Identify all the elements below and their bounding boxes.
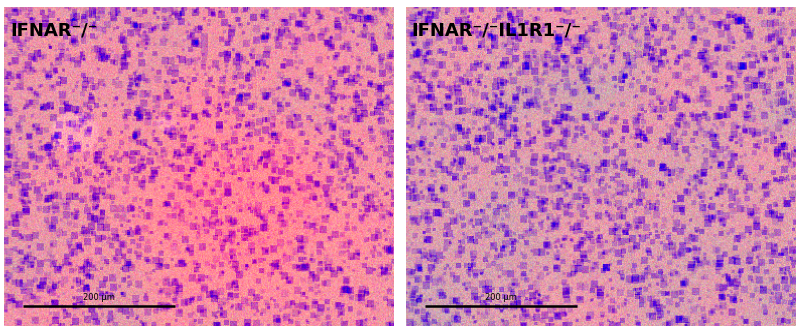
Text: 200 µm: 200 µm xyxy=(485,293,517,302)
Text: IFNAR⁻/⁻: IFNAR⁻/⁻ xyxy=(10,21,98,39)
Text: 200 µm: 200 µm xyxy=(83,293,115,302)
Text: IFNAR⁻/⁻IL1R1⁻/⁻: IFNAR⁻/⁻IL1R1⁻/⁻ xyxy=(412,21,582,39)
